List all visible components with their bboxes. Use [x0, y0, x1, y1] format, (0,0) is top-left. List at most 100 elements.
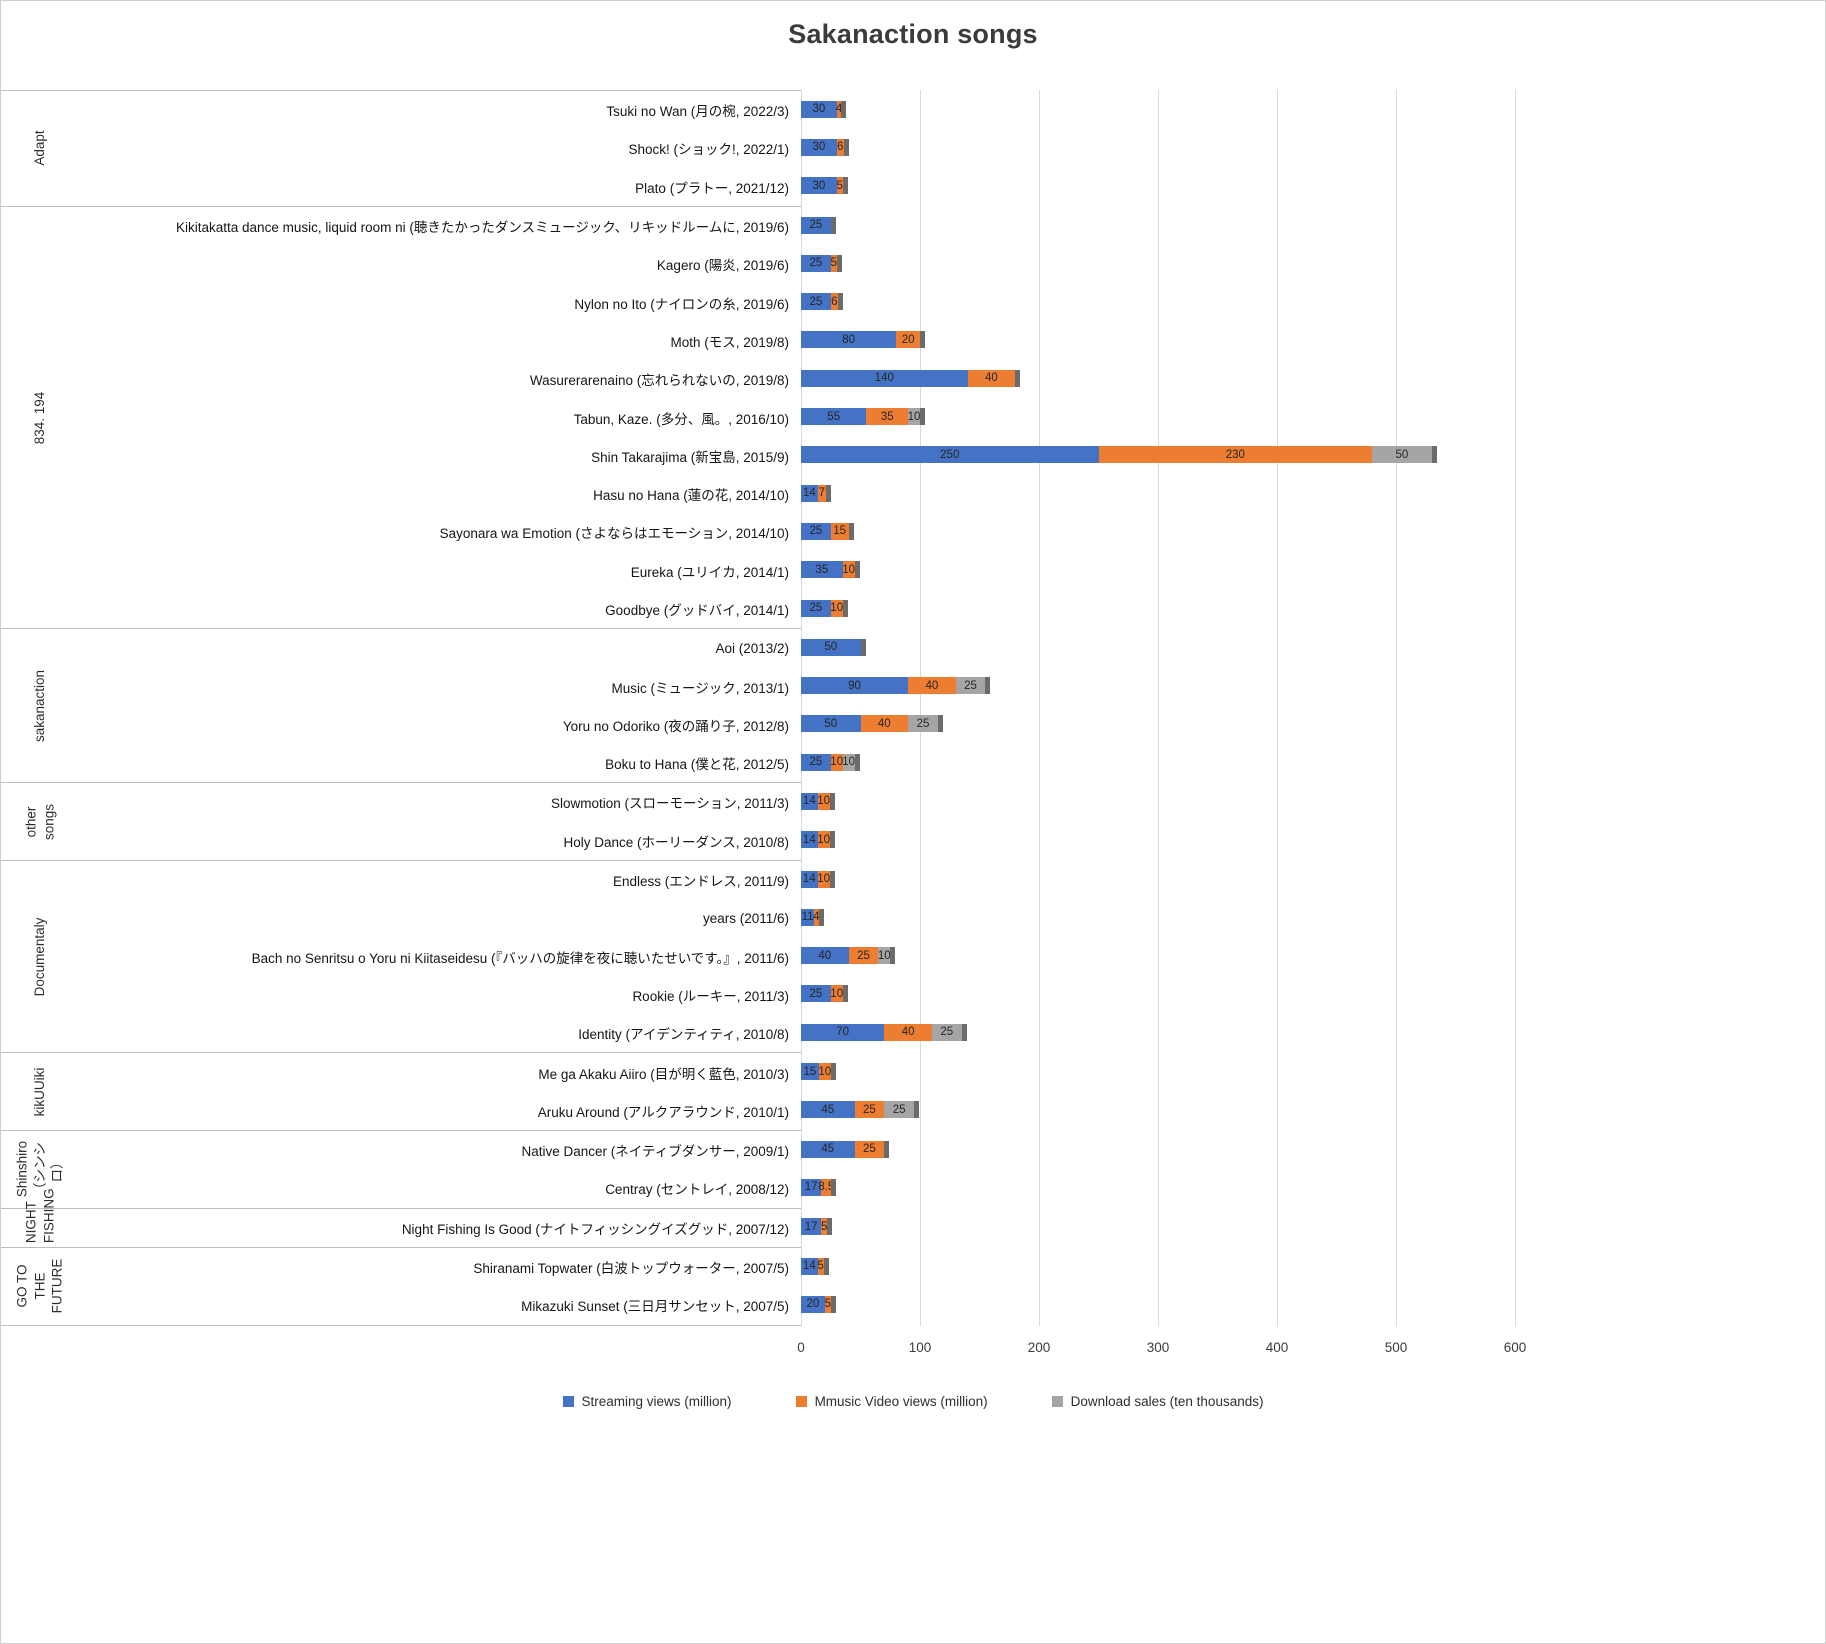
bar-segment-music-video-views[interactable]: 5 — [831, 254, 837, 272]
bar-segment-streaming-views[interactable]: 25 — [801, 293, 831, 311]
bar-segment-streaming-views[interactable]: 30 — [801, 177, 837, 195]
bar-segment-music-video-views[interactable]: 5 — [836, 177, 843, 195]
stacked-bar[interactable]: 140 40 — [801, 369, 1021, 387]
stacked-bar[interactable]: 25 6 — [801, 293, 843, 311]
bar-segment-streaming-views[interactable]: 35 — [801, 561, 843, 579]
bar-segment-music-video-views[interactable]: 10 — [842, 561, 855, 579]
bar-segment-download-sales[interactable]: 50 — [1372, 446, 1432, 464]
bar-segment-music-video-views[interactable]: 40 — [967, 369, 1016, 387]
bar-segment-download-sales[interactable]: 25 — [931, 1023, 962, 1041]
stacked-bar[interactable]: 14 10 — [801, 792, 835, 810]
stacked-bar[interactable]: 11 4 — [801, 908, 824, 926]
bar-segment-streaming-views[interactable]: 50 — [801, 638, 861, 656]
bar-segment-streaming-views[interactable]: 20 — [801, 1295, 825, 1313]
stacked-bar[interactable]: 40 25 10 — [801, 947, 896, 965]
bar-segment-streaming-views[interactable]: 30 — [801, 100, 837, 118]
bar-segment-streaming-views[interactable]: 80 — [801, 331, 897, 349]
bar-segment-download-sales[interactable]: 25 — [884, 1101, 915, 1119]
stacked-bar[interactable]: 25 15 — [801, 522, 854, 540]
bar-segment-streaming-views[interactable]: 14 — [801, 1257, 818, 1275]
bar-segment-music-video-views[interactable]: 40 — [860, 715, 909, 733]
bar-segment-music-video-views[interactable]: 10 — [817, 870, 830, 888]
bar-segment-music-video-views[interactable]: 5 — [821, 1218, 827, 1236]
stacked-bar[interactable]: 14 7 — [801, 484, 831, 502]
stacked-bar[interactable]: 45 25 25 — [801, 1101, 920, 1119]
bar-segment-music-video-views[interactable]: 25 — [848, 947, 879, 965]
bar-segment-streaming-views[interactable]: 25 — [801, 985, 831, 1003]
bar-segment-music-video-views[interactable]: 10 — [830, 599, 843, 617]
bar-segment-streaming-views[interactable]: 25 — [801, 599, 831, 617]
bar-segment-music-video-views[interactable]: 10 — [830, 753, 843, 771]
bar-segment-streaming-views[interactable]: 17 — [801, 1178, 822, 1196]
stacked-bar[interactable]: 25 10 — [801, 985, 848, 1003]
bar-segment-music-video-views[interactable]: 15 — [830, 522, 849, 540]
bar-segment-download-sales[interactable]: 10 — [842, 753, 855, 771]
stacked-bar[interactable]: 14 5 — [801, 1257, 829, 1275]
stacked-bar[interactable]: 70 40 25 — [801, 1023, 967, 1041]
bar-segment-streaming-views[interactable]: 15 — [801, 1063, 819, 1081]
bar-segment-streaming-views[interactable]: 14 — [801, 484, 818, 502]
bar-segment-music-video-views[interactable]: 10 — [830, 985, 843, 1003]
stacked-bar[interactable]: 17 8.5 — [801, 1178, 837, 1196]
bar-segment-streaming-views[interactable]: 90 — [801, 677, 909, 695]
bar-segment-streaming-views[interactable]: 25 — [801, 216, 831, 234]
bar-segment-streaming-views[interactable]: 45 — [801, 1101, 855, 1119]
stacked-bar[interactable]: 30 6 — [801, 138, 849, 156]
bar-segment-music-video-views[interactable]: 6 — [830, 293, 838, 311]
bar-segment-streaming-views[interactable]: 25 — [801, 753, 831, 771]
stacked-bar[interactable]: 15 10 — [801, 1063, 836, 1081]
stacked-bar[interactable]: 55 35 10 — [801, 408, 925, 426]
legend-item-streaming-views[interactable]: Streaming views (million) — [562, 1394, 732, 1409]
bar-segment-streaming-views[interactable]: 11 — [801, 908, 815, 926]
stacked-bar[interactable]: 17 5 — [801, 1218, 833, 1236]
bar-segment-streaming-views[interactable]: 70 — [801, 1023, 885, 1041]
bar-segment-music-video-views[interactable]: 5 — [825, 1295, 831, 1313]
bar-segment-music-video-views[interactable]: 7 — [817, 484, 826, 502]
bar-segment-streaming-views[interactable]: 40 — [801, 947, 849, 965]
stacked-bar[interactable]: 25 10 — [801, 599, 848, 617]
bar-segment-music-video-views[interactable]: 4 — [813, 908, 820, 926]
stacked-bar[interactable]: 50 — [801, 638, 866, 656]
bar-segment-streaming-views[interactable]: 17 — [801, 1218, 822, 1236]
bar-segment-music-video-views[interactable]: 10 — [817, 792, 830, 810]
bar-segment-music-video-views[interactable]: 10 — [817, 831, 830, 849]
bar-segment-streaming-views[interactable]: 45 — [801, 1140, 855, 1158]
bar-segment-streaming-views[interactable]: 30 — [801, 138, 837, 156]
bar-segment-streaming-views[interactable]: 140 — [801, 369, 968, 387]
stacked-bar[interactable]: 25 5 — [801, 254, 842, 272]
bar-segment-streaming-views[interactable]: 55 — [801, 408, 867, 426]
bar-segment-music-video-views[interactable]: 40 — [908, 677, 956, 695]
bar-segment-music-video-views[interactable]: 8.5 — [818, 1178, 834, 1196]
bar-segment-download-sales[interactable]: 25 — [908, 715, 938, 733]
stacked-bar[interactable]: 25 10 10 — [801, 753, 860, 771]
bar-segment-music-video-views[interactable]: 4 — [836, 100, 842, 118]
stacked-bar[interactable]: 25 — [801, 216, 836, 234]
bar-segment-streaming-views[interactable]: 14 — [801, 870, 818, 888]
bar-segment-download-sales[interactable]: 10 — [908, 408, 920, 426]
stacked-bar[interactable]: 45 25 — [801, 1140, 890, 1158]
stacked-bar[interactable]: 250 230 50 — [801, 446, 1437, 464]
bar-segment-music-video-views[interactable]: 20 — [896, 331, 920, 349]
bar-segment-streaming-views[interactable]: 50 — [801, 715, 861, 733]
bar-segment-music-video-views[interactable]: 25 — [854, 1101, 885, 1119]
stacked-bar[interactable]: 14 10 — [801, 870, 835, 888]
bar-segment-music-video-views[interactable]: 5 — [817, 1257, 824, 1275]
stacked-bar[interactable]: 30 5 — [801, 177, 848, 195]
bar-segment-music-video-views[interactable]: 10 — [818, 1063, 831, 1081]
bar-segment-download-sales[interactable]: 10 — [878, 947, 891, 965]
stacked-bar[interactable]: 35 10 — [801, 561, 860, 579]
bar-segment-streaming-views[interactable]: 14 — [801, 831, 818, 849]
stacked-bar[interactable]: 50 40 25 — [801, 715, 943, 733]
stacked-bar[interactable]: 14 10 — [801, 831, 835, 849]
stacked-bar[interactable]: 80 20 — [801, 331, 925, 349]
bar-segment-streaming-views[interactable]: 250 — [801, 446, 1099, 464]
bar-segment-music-video-views[interactable]: 40 — [884, 1023, 932, 1041]
bar-segment-music-video-views[interactable]: 25 — [854, 1140, 885, 1158]
bar-segment-streaming-views[interactable]: 14 — [801, 792, 818, 810]
bar-segment-download-sales[interactable]: 25 — [955, 677, 986, 695]
stacked-bar[interactable]: 30 4 — [801, 100, 847, 118]
stacked-bar[interactable]: 20 5 — [801, 1295, 836, 1313]
bar-segment-music-video-views[interactable]: 6 — [836, 138, 844, 156]
bar-segment-streaming-views[interactable]: 25 — [801, 522, 831, 540]
bar-segment-music-video-views[interactable]: 230 — [1098, 446, 1373, 464]
